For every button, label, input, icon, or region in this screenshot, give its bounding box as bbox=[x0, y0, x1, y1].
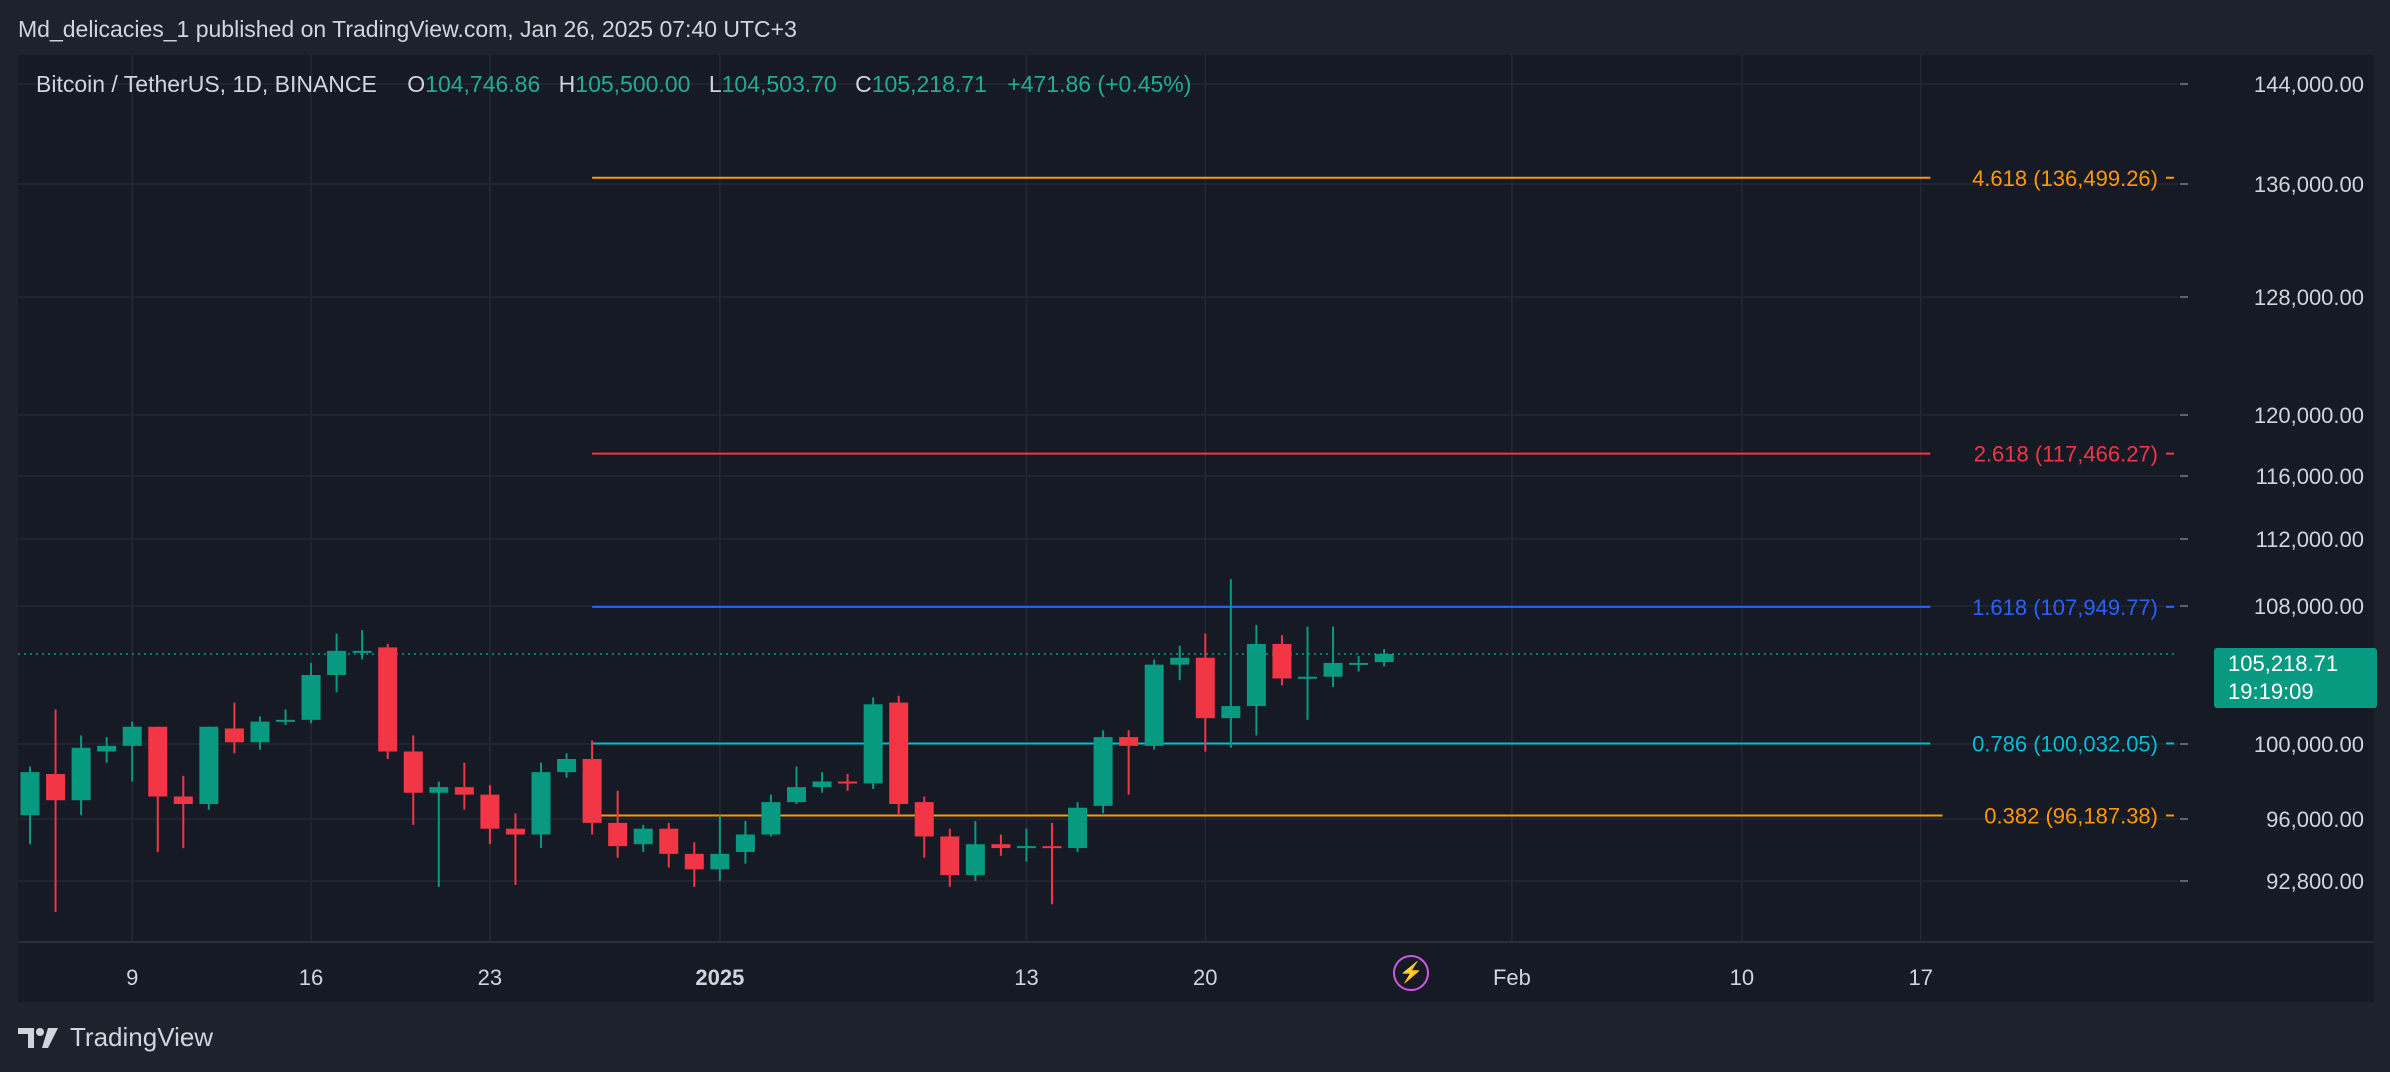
y-tick-label: 100,000.00 bbox=[2254, 732, 2364, 757]
candle-body[interactable] bbox=[684, 853, 704, 870]
candle-body[interactable] bbox=[1144, 664, 1164, 746]
fib-level-label: 0.786 (100,032.05) bbox=[1972, 731, 2158, 756]
y-tick-label: 120,000.00 bbox=[2254, 403, 2364, 428]
tradingview-logo-icon bbox=[18, 1028, 58, 1048]
candle-body[interactable] bbox=[735, 834, 755, 852]
candle-body[interactable] bbox=[557, 759, 577, 773]
ohlc-legend: Bitcoin / TetherUS, 1D, BINANCE O104,746… bbox=[36, 71, 1191, 98]
candle-body[interactable] bbox=[1170, 657, 1190, 665]
candle-body[interactable] bbox=[1093, 737, 1113, 806]
candle-body[interactable] bbox=[633, 828, 653, 845]
candle-body[interactable] bbox=[889, 702, 909, 804]
candle-body[interactable] bbox=[1298, 676, 1317, 679]
candle-body[interactable] bbox=[965, 844, 985, 876]
x-tick-label: 20 bbox=[1193, 965, 1217, 990]
candle-body[interactable] bbox=[582, 759, 602, 823]
candle-body[interactable] bbox=[710, 853, 730, 870]
fib-level-label: 4.618 (136,499.26) bbox=[1972, 166, 2158, 191]
fib-level-label: 0.382 (96,187.38) bbox=[1984, 803, 2158, 828]
candle-body[interactable] bbox=[148, 726, 168, 797]
candle-body[interactable] bbox=[761, 802, 781, 835]
candle-body[interactable] bbox=[122, 726, 142, 746]
candle-body[interactable] bbox=[352, 650, 372, 653]
publisher-credit: Md_delicacies_1 published on TradingView… bbox=[18, 16, 797, 42]
y-tick-label: 144,000.00 bbox=[2254, 72, 2364, 97]
x-tick-label: 10 bbox=[1730, 965, 1754, 990]
candle-body[interactable] bbox=[276, 719, 295, 722]
candle-body[interactable] bbox=[1374, 653, 1394, 663]
candle-body[interactable] bbox=[812, 781, 832, 788]
candle-body[interactable] bbox=[838, 781, 858, 784]
candle-body[interactable] bbox=[199, 726, 219, 804]
close-value: 105,218.71 bbox=[871, 71, 987, 97]
candle-body[interactable] bbox=[454, 787, 474, 795]
candle-body[interactable] bbox=[505, 828, 525, 835]
candle-body[interactable] bbox=[608, 822, 628, 847]
candle-body[interactable] bbox=[659, 828, 679, 854]
candle-body[interactable] bbox=[301, 675, 321, 720]
y-tick-label: 112,000.00 bbox=[2256, 527, 2364, 552]
candle-body[interactable] bbox=[1272, 643, 1292, 679]
open-key: O bbox=[407, 71, 426, 97]
candle-body[interactable] bbox=[1323, 662, 1343, 677]
lightning-icon[interactable]: ⚡ bbox=[1393, 955, 1429, 991]
x-tick-label: 13 bbox=[1014, 965, 1038, 990]
candle-body[interactable] bbox=[20, 772, 40, 816]
candle-body[interactable] bbox=[480, 794, 500, 829]
x-tick-label: 9 bbox=[126, 965, 138, 990]
current-price-badge: 105,218.71 19:19:09 bbox=[2214, 648, 2377, 708]
candle-body[interactable] bbox=[1221, 706, 1241, 719]
chart-area[interactable]: 144,000.00 136,000.00 128,000.00 120,000.00… bbox=[18, 55, 2377, 1002]
candle-body[interactable] bbox=[1016, 846, 1036, 849]
candle-body[interactable] bbox=[250, 721, 270, 743]
current-price: 105,218.71 bbox=[2228, 651, 2339, 676]
candle-body[interactable] bbox=[71, 747, 91, 801]
y-tick-label: 116,000.00 bbox=[2256, 464, 2364, 489]
candle-body[interactable] bbox=[1119, 737, 1139, 746]
fib-level-label: 1.618 (107,949.77) bbox=[1972, 595, 2158, 620]
candle-body[interactable] bbox=[1246, 643, 1266, 707]
high-value: 105,500.00 bbox=[575, 71, 691, 97]
candle-body[interactable] bbox=[1349, 662, 1369, 665]
candle-body[interactable] bbox=[403, 751, 423, 793]
tradingview-brand: TradingView bbox=[70, 1021, 214, 1052]
candle-body[interactable] bbox=[863, 704, 883, 784]
price-chart[interactable]: 144,000.00 136,000.00 128,000.00 120,000.00… bbox=[18, 55, 2374, 1002]
candle-body[interactable] bbox=[991, 844, 1011, 849]
candle-body[interactable] bbox=[914, 802, 934, 837]
x-tick-label: Feb bbox=[1493, 965, 1531, 990]
symbol-label[interactable]: Bitcoin / TetherUS, 1D, BINANCE bbox=[36, 71, 377, 97]
y-tick-label: 128,000.00 bbox=[2254, 285, 2364, 310]
change-value: +471.86 (+0.45%) bbox=[1007, 71, 1192, 97]
fib-level-label: 2.618 (117,466.27) bbox=[1974, 442, 2158, 467]
high-key: H bbox=[558, 71, 576, 97]
candle-body[interactable] bbox=[940, 836, 960, 876]
candle-body[interactable] bbox=[97, 745, 117, 752]
x-tick-label: 17 bbox=[1908, 965, 1932, 990]
candle-body[interactable] bbox=[224, 728, 244, 743]
candle-body[interactable] bbox=[787, 787, 806, 803]
y-tick-label: 92,800.00 bbox=[2266, 869, 2364, 894]
candle-body[interactable] bbox=[1195, 657, 1215, 719]
low-value: 104,503.70 bbox=[721, 71, 837, 97]
y-tick-label: 108,000.00 bbox=[2254, 594, 2364, 619]
candle-body[interactable] bbox=[46, 774, 66, 801]
bar-countdown: 19:19:09 bbox=[2228, 679, 2314, 704]
candle-body[interactable] bbox=[1068, 807, 1088, 849]
open-value: 104,746.86 bbox=[425, 71, 541, 97]
tradingview-logo[interactable]: TradingView bbox=[18, 1020, 213, 1054]
candle-body[interactable] bbox=[378, 647, 398, 752]
low-key: L bbox=[708, 71, 722, 97]
y-tick-label: 96,000.00 bbox=[2266, 807, 2364, 832]
candle-body[interactable] bbox=[1042, 846, 1062, 849]
candle-body[interactable] bbox=[429, 787, 449, 793]
x-tick-label: 16 bbox=[299, 965, 323, 990]
x-tick-label: 2025 bbox=[695, 965, 744, 990]
candle-body[interactable] bbox=[173, 796, 193, 805]
candle-body[interactable] bbox=[327, 650, 347, 675]
candle-body[interactable] bbox=[531, 772, 551, 835]
close-key: C bbox=[855, 71, 872, 97]
x-tick-label: 23 bbox=[478, 965, 502, 990]
y-tick-label: 136,000.00 bbox=[2254, 172, 2364, 197]
